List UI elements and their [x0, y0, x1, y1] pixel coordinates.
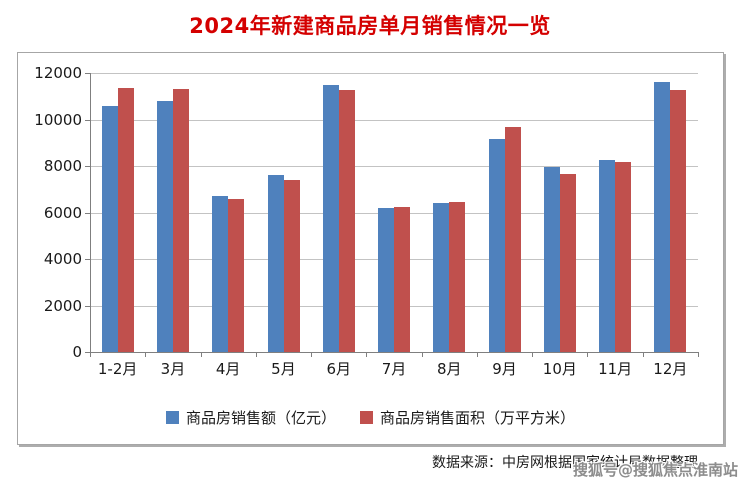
x-tick-mark — [422, 352, 423, 357]
x-axis-category-label: 1-2月 — [97, 360, 138, 378]
y-axis-tick-label: 2000 — [43, 297, 82, 315]
bar-商品房销售面积（万平方米）-3月 — [172, 89, 189, 352]
bar-商品房销售额（亿元）-4月 — [212, 195, 229, 352]
x-tick-mark — [366, 352, 367, 357]
y-gridline — [90, 166, 698, 167]
y-gridline — [90, 120, 698, 121]
chart-legend: 商品房销售额（亿元） 商品房销售面积（万平方米） — [18, 407, 723, 428]
bar-商品房销售额（亿元）-1-2月 — [101, 106, 118, 352]
y-tick-mark — [85, 166, 90, 167]
x-axis-line — [90, 352, 698, 353]
x-tick-mark — [643, 352, 644, 357]
x-axis-category-label: 6月 — [326, 360, 352, 378]
watermark-text: 搜狐号@搜狐焦点淮南站 — [572, 461, 738, 479]
x-tick-mark — [477, 352, 478, 357]
bar-商品房销售面积（万平方米）-11月 — [615, 161, 632, 352]
y-axis-line — [90, 73, 91, 352]
x-tick-mark — [256, 352, 257, 357]
x-axis-category-label: 3月 — [160, 360, 186, 378]
y-tick-mark — [85, 213, 90, 214]
legend-label: 商品房销售额（亿元） — [185, 409, 336, 427]
bar-商品房销售额（亿元）-7月 — [378, 207, 394, 352]
legend-label: 商品房销售面积（万平方米） — [380, 409, 576, 427]
x-axis-category-label: 12月 — [653, 360, 688, 378]
y-tick-mark — [85, 306, 90, 307]
x-axis-category-label: 7月 — [381, 360, 407, 378]
x-tick-mark — [532, 352, 533, 357]
y-gridline — [90, 73, 698, 74]
page-title: 2024年新建商品房单月销售情况一览 — [189, 14, 551, 38]
source-note: 数据来源：中房网根据国家统计局数据整理 — [432, 455, 698, 471]
bar-商品房销售面积（万平方米）-6月 — [338, 89, 355, 352]
bar-商品房销售额（亿元）-12月 — [654, 81, 671, 352]
x-axis-category-label: 10月 — [542, 360, 577, 378]
y-tick-mark — [85, 73, 90, 74]
bar-商品房销售额（亿元）-10月 — [543, 166, 560, 352]
bar-商品房销售额（亿元）-11月 — [599, 159, 616, 352]
bar-商品房销售面积（万平方米）-1-2月 — [117, 87, 134, 352]
chart-box: 0 2000 4000 6000 8000 10000 12000 1-2月 3月 4月 5月 6月 7… — [17, 52, 724, 445]
x-axis-category-label: 5月 — [271, 360, 296, 378]
y-axis-tick-label: 10000 — [34, 111, 82, 129]
y-axis-tick-label: 8000 — [43, 157, 82, 175]
x-tick-mark — [201, 352, 202, 357]
x-axis-category-label: 11月 — [598, 360, 633, 378]
bar-商品房销售额（亿元）-3月 — [156, 101, 173, 352]
legend-swatch-icon — [165, 411, 179, 424]
x-tick-mark — [145, 352, 146, 357]
y-axis-tick-label: 12000 — [34, 64, 82, 82]
x-tick-mark — [311, 352, 312, 357]
x-tick-mark — [698, 352, 699, 357]
y-tick-mark — [85, 259, 90, 260]
y-axis-tick-label: 0 — [72, 343, 82, 361]
bar-商品房销售额（亿元）-8月 — [433, 203, 450, 352]
x-tick-mark — [587, 352, 588, 357]
y-tick-mark — [85, 352, 90, 353]
y-axis-tick-label: 4000 — [43, 250, 82, 268]
bar-商品房销售面积（万平方米）-4月 — [228, 198, 245, 352]
legend-swatch-icon — [360, 411, 373, 424]
bar-商品房销售面积（万平方米）-5月 — [283, 180, 300, 352]
bar-商品房销售面积（万平方米）-8月 — [449, 202, 466, 352]
y-tick-mark — [85, 120, 90, 121]
x-axis-category-label: 9月 — [492, 360, 517, 378]
plot-area: 0 2000 4000 6000 8000 10000 12000 1-2月 3月 4月 5月 6月 7… — [18, 53, 723, 444]
x-axis-category-label: 8月 — [436, 360, 462, 378]
bar-商品房销售额（亿元）-6月 — [322, 85, 339, 352]
y-axis-tick-label: 6000 — [43, 204, 82, 222]
bar-商品房销售额（亿元）-5月 — [267, 175, 284, 352]
x-axis-category-label: 4月 — [215, 360, 241, 378]
bar-商品房销售面积（万平方米）-7月 — [394, 207, 410, 352]
bar-商品房销售面积（万平方米）-9月 — [504, 126, 521, 352]
legend-item: 商品房销售面积（万平方米） — [360, 407, 575, 428]
bar-商品房销售面积（万平方米）-12月 — [670, 90, 687, 352]
x-tick-mark — [90, 352, 91, 357]
bar-商品房销售额（亿元）-9月 — [488, 139, 505, 352]
bar-商品房销售面积（万平方米）-10月 — [559, 174, 576, 352]
legend-item: 商品房销售额（亿元） — [165, 407, 336, 428]
